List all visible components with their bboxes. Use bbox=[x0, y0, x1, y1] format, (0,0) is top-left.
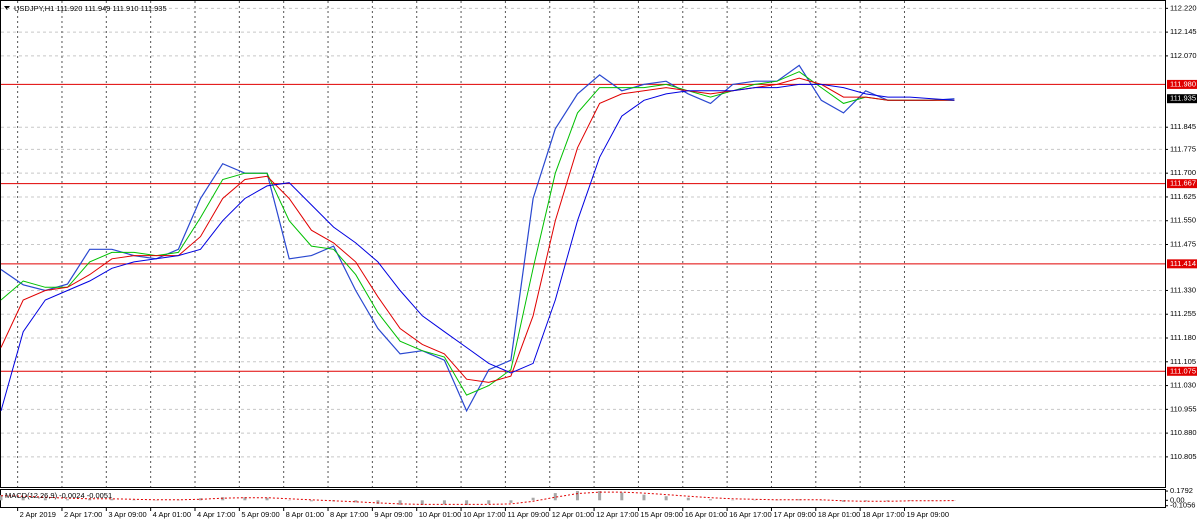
signal-line bbox=[0, 491, 955, 505]
y-tick-label: 110.880 bbox=[1170, 428, 1197, 437]
y-tick-label: 111.625 bbox=[1170, 192, 1196, 201]
x-tick-label: 19 Apr 09:00 bbox=[906, 510, 949, 519]
moving-average bbox=[0, 71, 955, 396]
macd-bar bbox=[509, 500, 513, 503]
level-tag bbox=[1167, 179, 1197, 189]
y-tick-label: 111.105 bbox=[1170, 357, 1196, 366]
macd-bar bbox=[753, 499, 757, 501]
macd-bar bbox=[221, 497, 225, 501]
macd-bar bbox=[66, 499, 70, 501]
macd-bar bbox=[620, 492, 624, 501]
y-tick-label: 112.220 bbox=[1170, 3, 1197, 12]
y-tick-label: 0.1792 bbox=[1170, 486, 1193, 495]
level-label: 111.414 bbox=[1170, 259, 1196, 268]
x-tick-label: 10 Apr 17:00 bbox=[463, 510, 506, 519]
macd-bar bbox=[553, 493, 557, 501]
x-tick-label: 4 Apr 17:00 bbox=[197, 510, 235, 519]
y-tick-label: 111.255 bbox=[1170, 309, 1196, 318]
x-tick-label: 10 Apr 01:00 bbox=[419, 510, 462, 519]
y-tick-label: -0.1056 bbox=[1170, 501, 1195, 510]
x-tick-label: 12 Apr 17:00 bbox=[596, 510, 639, 519]
x-tick-label: 3 Apr 09:00 bbox=[108, 510, 146, 519]
x-tick-label: 11 Apr 09:00 bbox=[507, 510, 549, 519]
macd-bar bbox=[110, 498, 114, 501]
level-tag bbox=[1167, 79, 1197, 89]
macd-bar bbox=[686, 497, 690, 501]
x-tick-label: 18 Apr 01:00 bbox=[818, 510, 861, 519]
macd-bar bbox=[43, 498, 47, 501]
y-tick-label: 0.00 bbox=[1170, 495, 1185, 504]
y-tick-label: 111.550 bbox=[1170, 216, 1196, 225]
macd-bar bbox=[531, 497, 535, 501]
macd-bar bbox=[664, 496, 668, 501]
y-tick-label: 110.955 bbox=[1170, 404, 1197, 413]
macd-bar bbox=[908, 500, 912, 501]
macd-bar bbox=[442, 500, 446, 505]
y-tick-label: 111.330 bbox=[1170, 285, 1196, 294]
y-tick-label: 110.805 bbox=[1170, 452, 1197, 461]
x-tick-label: 16 Apr 01:00 bbox=[685, 510, 728, 519]
last-price-label: 111.935 bbox=[1170, 94, 1196, 103]
y-tick-label: 111.475 bbox=[1170, 239, 1196, 248]
macd-bar bbox=[842, 500, 846, 502]
macd-bar bbox=[797, 499, 801, 501]
x-tick-label: 2 Apr 17:00 bbox=[64, 510, 102, 519]
macd-bar bbox=[265, 497, 269, 501]
x-tick-label: 2 Apr 2019 bbox=[20, 510, 56, 519]
level-tag bbox=[1167, 366, 1197, 376]
y-tick-label: 111.775 bbox=[1170, 144, 1196, 153]
y-tick-label: 111.030 bbox=[1170, 381, 1196, 390]
macd-bar bbox=[398, 500, 402, 505]
level-label: 111.980 bbox=[1170, 79, 1196, 88]
macd-bar bbox=[575, 491, 579, 501]
macd-bar bbox=[487, 500, 491, 504]
macd-bar bbox=[132, 499, 136, 501]
y-tick-label: 111.180 bbox=[1170, 333, 1196, 342]
x-tick-label: 4 Apr 01:00 bbox=[153, 510, 191, 519]
level-tag bbox=[1167, 259, 1197, 269]
macd-bar bbox=[708, 499, 712, 501]
moving-average bbox=[0, 83, 955, 412]
level-label: 111.667 bbox=[1170, 179, 1196, 188]
x-tick-label: 12 Apr 01:00 bbox=[552, 510, 595, 519]
y-tick-label: 112.070 bbox=[1170, 51, 1197, 60]
x-tick-label: 8 Apr 01:00 bbox=[286, 510, 324, 519]
macd-bar bbox=[376, 500, 380, 504]
macd-bar bbox=[465, 500, 469, 505]
x-tick-label: 16 Apr 17:00 bbox=[729, 510, 772, 519]
moving-average bbox=[0, 77, 955, 383]
x-tick-label: 17 Apr 09:00 bbox=[773, 510, 816, 519]
macd-bar bbox=[864, 500, 868, 502]
macd-frame bbox=[0, 489, 1166, 508]
macd-bar bbox=[598, 491, 602, 501]
macd-bar bbox=[420, 500, 424, 505]
y-tick-label: 111.700 bbox=[1170, 168, 1196, 177]
macd-title: MACD(12,26,9) -0.0024 -0.0051 bbox=[5, 491, 112, 500]
x-tick-label: 9 Apr 09:00 bbox=[374, 510, 412, 519]
macd-bar bbox=[731, 499, 735, 501]
macd-bar bbox=[243, 497, 247, 501]
level-label: 111.075 bbox=[1170, 366, 1196, 375]
y-tick-label: 111.845 bbox=[1170, 122, 1196, 131]
macd-bar bbox=[199, 498, 203, 501]
y-tick-label: 112.145 bbox=[1170, 27, 1197, 36]
x-tick-label: 18 Apr 17:00 bbox=[862, 510, 905, 519]
last-price-tag bbox=[1167, 94, 1197, 104]
x-tick-label: 5 Apr 09:00 bbox=[241, 510, 279, 519]
macd-bar bbox=[21, 496, 25, 501]
macd-bar bbox=[0, 495, 3, 501]
macd-bar bbox=[354, 500, 358, 503]
macd-bar bbox=[642, 494, 646, 501]
x-tick-label: 15 Apr 09:00 bbox=[640, 510, 683, 519]
macd-bar bbox=[309, 500, 313, 502]
chart-title: USDJPY,H1 111.920 111.949 111.910 111.93… bbox=[14, 4, 167, 13]
macd-bar bbox=[88, 498, 92, 501]
x-tick-label: 8 Apr 17:00 bbox=[330, 510, 368, 519]
